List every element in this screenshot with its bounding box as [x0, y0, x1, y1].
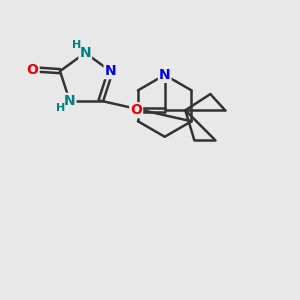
Text: N: N	[80, 46, 91, 60]
Text: N: N	[105, 64, 116, 78]
Text: N: N	[64, 94, 76, 108]
Text: O: O	[27, 63, 39, 77]
Text: H: H	[56, 103, 65, 113]
Text: N: N	[159, 68, 170, 82]
Text: H: H	[72, 40, 82, 50]
Text: O: O	[130, 103, 142, 117]
